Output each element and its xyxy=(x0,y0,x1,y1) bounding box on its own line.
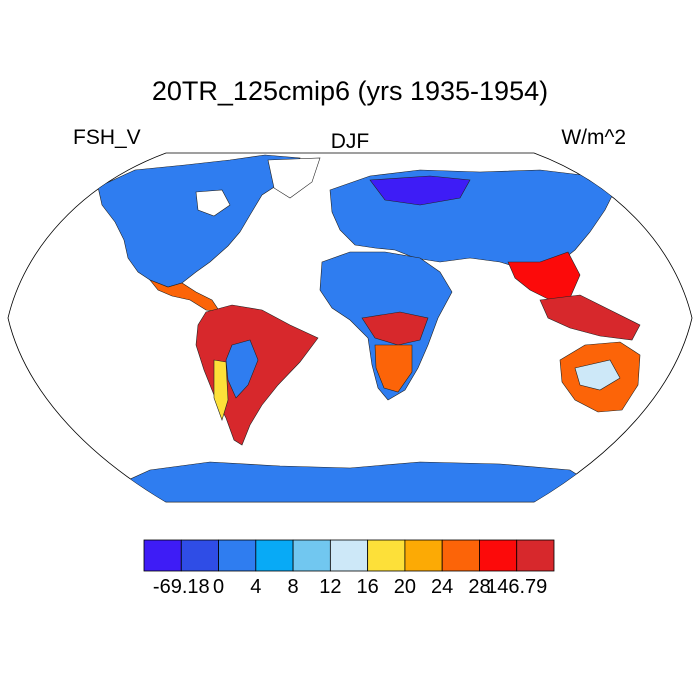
colorbar-swatch xyxy=(479,539,518,572)
hudson-bay xyxy=(195,189,231,217)
region-south-america-mid xyxy=(213,359,229,421)
colorbar-tick-label: -69.18 xyxy=(152,576,210,598)
colorbar-tick-label: 12 xyxy=(319,576,342,598)
colorbar-swatch xyxy=(292,539,331,572)
colorbar-swatch xyxy=(255,539,294,572)
colorbar-tick-label: 24 xyxy=(431,576,454,598)
region-africa-tropics xyxy=(361,311,429,346)
greenland xyxy=(267,157,321,199)
landmass-north-america xyxy=(97,154,301,288)
colorbar-tick-label: 8 xyxy=(287,576,299,598)
season-label: DJF xyxy=(330,130,370,153)
colorbar-tick-label: 20 xyxy=(393,576,417,598)
colorbar-tick-label: 4 xyxy=(250,576,262,598)
colorbar-tick-label: 28 xyxy=(468,576,491,598)
colorbar-swatch xyxy=(180,539,219,572)
colorbar-tick-label: 146.79 xyxy=(486,576,548,598)
colorbar-tick-label: 16 xyxy=(356,576,379,598)
variable-label: FSH_V xyxy=(73,126,141,149)
colorbar-swatch xyxy=(516,539,555,572)
colorbar-swatch xyxy=(143,539,182,572)
colorbar-swatch xyxy=(441,539,480,572)
colorbar-tick-label: 0 xyxy=(212,576,225,598)
region-australia-inland xyxy=(574,359,621,391)
region-africa-south xyxy=(374,344,413,393)
landmass-maritime-continent xyxy=(539,294,641,341)
landmass-south-america xyxy=(195,304,319,446)
landmass-antarctica xyxy=(79,461,622,502)
units-label: W/m^2 xyxy=(561,126,626,149)
colorbar-swatch xyxy=(329,539,369,572)
region-siberia-cold xyxy=(369,175,471,206)
colorbar-swatch xyxy=(367,539,406,572)
colorbar-swatch xyxy=(404,539,443,572)
plot-title: 20TR_125cmip6 (yrs 1935-1954) xyxy=(151,76,549,106)
colorbar-swatch xyxy=(218,539,257,572)
